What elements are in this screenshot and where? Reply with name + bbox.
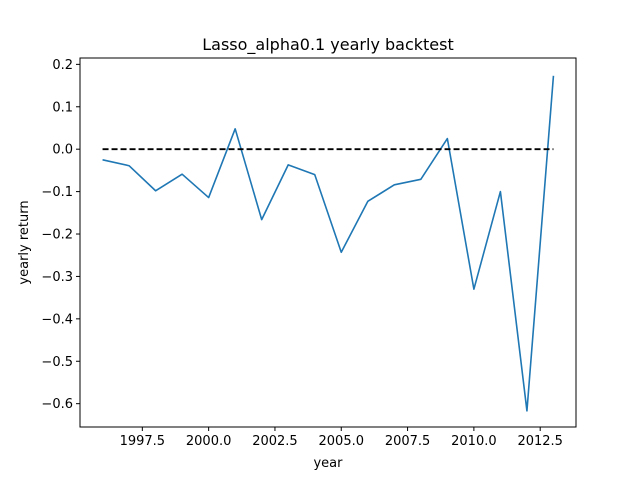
chart-title: Lasso_alpha0.1 yearly backtest xyxy=(202,35,454,55)
y-tick-label: −0.6 xyxy=(41,397,73,412)
x-tick-label: 2010.0 xyxy=(451,434,497,449)
y-tick-label: 0.0 xyxy=(52,143,73,158)
y-axis-label: yearly return xyxy=(17,200,32,284)
y-axis: −0.6 −0.5 −0.4 −0.3 −0.2 −0.1 0.0 0.1 0.2 xyxy=(41,58,80,412)
y-tick-label: −0.5 xyxy=(41,355,73,370)
x-tick-label: 2007.5 xyxy=(385,434,431,449)
y-tick-label: −0.4 xyxy=(41,312,73,327)
y-tick-label: −0.3 xyxy=(41,270,73,285)
return-series-line xyxy=(102,75,555,412)
x-axis-label: year xyxy=(313,456,343,471)
y-tick-label: 0.1 xyxy=(52,100,73,115)
x-tick-label: 2000.0 xyxy=(186,434,232,449)
plot-frame xyxy=(79,57,577,428)
y-tick-label: 0.2 xyxy=(52,58,73,73)
y-tick-label: −0.1 xyxy=(41,185,73,200)
x-tick-label: 2005.0 xyxy=(319,434,365,449)
plot-area xyxy=(102,75,555,412)
x-tick-label: 2002.5 xyxy=(252,434,298,449)
x-tick-label: 2012.5 xyxy=(517,434,563,449)
x-tick-label: 1997.5 xyxy=(120,434,166,449)
y-tick-label: −0.2 xyxy=(41,228,73,243)
x-axis: 1997.5 2000.0 2002.5 2005.0 2007.5 2010.0 2012… xyxy=(120,427,563,449)
